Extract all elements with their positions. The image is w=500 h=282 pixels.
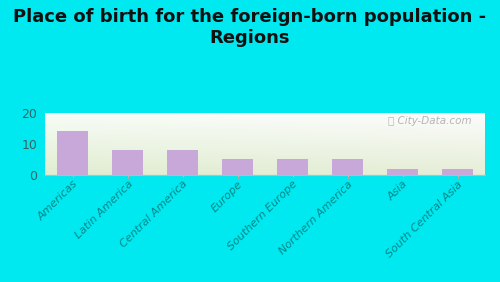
Bar — [58, 131, 88, 175]
Bar — [112, 150, 142, 175]
Bar — [222, 159, 252, 175]
Text: ⓘ City-Data.com: ⓘ City-Data.com — [388, 116, 472, 126]
Bar — [388, 169, 418, 175]
Bar — [332, 159, 362, 175]
Bar — [442, 169, 472, 175]
Text: Place of birth for the foreign-born population -
Regions: Place of birth for the foreign-born popu… — [14, 8, 486, 47]
Bar — [278, 159, 308, 175]
Bar — [168, 150, 198, 175]
